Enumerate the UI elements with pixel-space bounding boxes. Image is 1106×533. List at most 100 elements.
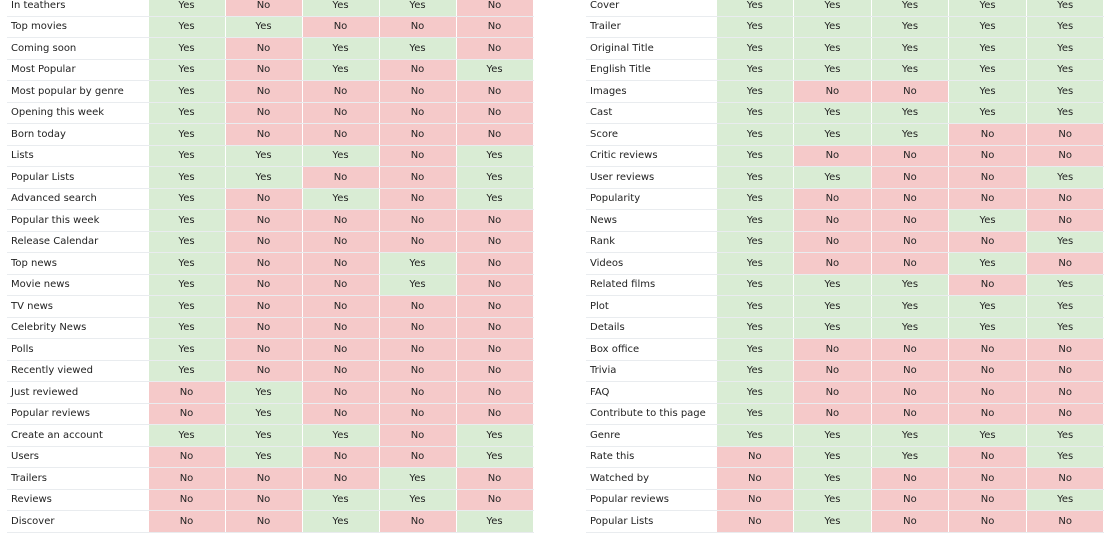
table-row: Advanced search Yes No Yes No Yes <box>7 188 534 210</box>
table-row: Lists Yes Yes Yes No Yes <box>7 145 534 167</box>
support-cell-no: No <box>302 295 380 318</box>
table-row: TV news Yes No No No No <box>7 295 534 318</box>
support-cell-no: No <box>225 467 303 490</box>
support-cell-no: No <box>948 446 1027 468</box>
support-cell-no: No <box>225 37 303 60</box>
support-cell-yes: Yes <box>793 37 872 60</box>
support-cell-yes: Yes <box>148 274 226 296</box>
support-cell-yes: Yes <box>871 37 950 60</box>
support-cell-no: No <box>225 338 303 361</box>
support-cell-yes: Yes <box>948 102 1027 124</box>
table-row: Details Yes Yes Yes Yes Yes <box>586 317 1105 339</box>
support-cell-yes: Yes <box>148 295 226 318</box>
support-cell-yes: Yes <box>148 317 226 339</box>
support-cell-no: No <box>793 338 872 361</box>
support-cell-no: No <box>948 510 1027 533</box>
support-cell-yes: Yes <box>948 59 1027 81</box>
table-row: Top movies Yes Yes No No No <box>7 16 534 38</box>
support-cell-no: No <box>793 145 872 167</box>
table-row: Coming soon Yes No Yes Yes No <box>7 37 534 60</box>
support-cell-yes: Yes <box>302 510 380 533</box>
support-cell-no: No <box>456 102 534 124</box>
support-cell-yes: Yes <box>871 0 950 17</box>
support-cell-yes: Yes <box>148 360 226 382</box>
support-cell-no: No <box>302 252 380 275</box>
support-cell-yes: Yes <box>148 252 226 275</box>
support-cell-yes: Yes <box>716 123 795 146</box>
support-cell-no: No <box>456 16 534 38</box>
support-cell-yes: Yes <box>793 295 872 318</box>
support-cell-no: No <box>379 403 457 425</box>
support-cell-yes: Yes <box>948 317 1027 339</box>
support-cell-no: No <box>379 338 457 361</box>
support-cell-yes: Yes <box>148 145 226 167</box>
support-cell-no: No <box>456 381 534 404</box>
support-cell-no: No <box>225 0 303 17</box>
support-cell-no: No <box>302 467 380 490</box>
feature-label: Box office <box>586 338 717 361</box>
support-cell-no: No <box>456 295 534 318</box>
support-cell-no: No <box>456 489 534 511</box>
support-cell-no: No <box>456 338 534 361</box>
support-cell-no: No <box>379 166 457 189</box>
support-cell-no: No <box>948 188 1027 210</box>
support-cell-yes: Yes <box>225 424 303 447</box>
table-row: Cast Yes Yes Yes Yes Yes <box>586 102 1105 124</box>
feature-label: Create an account <box>7 424 149 447</box>
support-cell-yes: Yes <box>871 317 950 339</box>
feature-comparison-table-left: In teathers Yes No Yes Yes No Top movies Yes Yes… <box>7 0 534 533</box>
support-cell-no: No <box>871 252 950 275</box>
feature-label: Images <box>586 80 717 103</box>
support-cell-no: No <box>379 446 457 468</box>
support-cell-no: No <box>225 317 303 339</box>
support-cell-yes: Yes <box>716 145 795 167</box>
table-row: User reviews Yes Yes No No Yes <box>586 166 1105 189</box>
support-cell-no: No <box>148 403 226 425</box>
support-cell-yes: Yes <box>716 360 795 382</box>
feature-label: Popular Lists <box>7 166 149 189</box>
feature-label: Release Calendar <box>7 231 149 253</box>
feature-label: In teathers <box>7 0 149 17</box>
support-cell-no: No <box>302 274 380 296</box>
table-row: Rank Yes No No No Yes <box>586 231 1105 253</box>
support-cell-no: No <box>871 231 950 253</box>
support-cell-yes: Yes <box>871 274 950 296</box>
support-cell-no: No <box>1026 123 1105 146</box>
table-row: Most Popular Yes No Yes No Yes <box>7 59 534 81</box>
support-cell-yes: Yes <box>1026 102 1105 124</box>
table-row: Videos Yes No No Yes No <box>586 252 1105 275</box>
table-row: Watched by No Yes No No No <box>586 467 1105 490</box>
support-cell-yes: Yes <box>148 123 226 146</box>
support-cell-yes: Yes <box>456 446 534 468</box>
support-cell-no: No <box>379 188 457 210</box>
feature-label: Contribute to this page <box>586 403 717 425</box>
support-cell-no: No <box>456 209 534 232</box>
support-cell-yes: Yes <box>716 209 795 232</box>
table-row: Score Yes Yes Yes No No <box>586 123 1105 146</box>
support-cell-yes: Yes <box>148 209 226 232</box>
table-row: Born today Yes No No No No <box>7 123 534 146</box>
support-cell-no: No <box>793 403 872 425</box>
table-row: Box office Yes No No No No <box>586 338 1105 361</box>
support-cell-no: No <box>225 188 303 210</box>
support-cell-no: No <box>793 188 872 210</box>
support-cell-no: No <box>302 80 380 103</box>
support-cell-no: No <box>871 80 950 103</box>
support-cell-yes: Yes <box>716 403 795 425</box>
support-cell-no: No <box>456 80 534 103</box>
support-cell-no: No <box>225 360 303 382</box>
support-cell-yes: Yes <box>148 188 226 210</box>
support-cell-yes: Yes <box>456 188 534 210</box>
support-cell-yes: Yes <box>871 59 950 81</box>
support-cell-yes: Yes <box>379 252 457 275</box>
support-cell-no: No <box>456 403 534 425</box>
support-cell-no: No <box>302 16 380 38</box>
table-row: Contribute to this page Yes No No No No <box>586 403 1105 425</box>
support-cell-yes: Yes <box>1026 274 1105 296</box>
support-cell-yes: Yes <box>1026 489 1105 511</box>
support-cell-yes: Yes <box>716 317 795 339</box>
support-cell-yes: Yes <box>1026 231 1105 253</box>
table-row: News Yes No No Yes No <box>586 209 1105 232</box>
support-cell-yes: Yes <box>871 446 950 468</box>
support-cell-yes: Yes <box>456 424 534 447</box>
